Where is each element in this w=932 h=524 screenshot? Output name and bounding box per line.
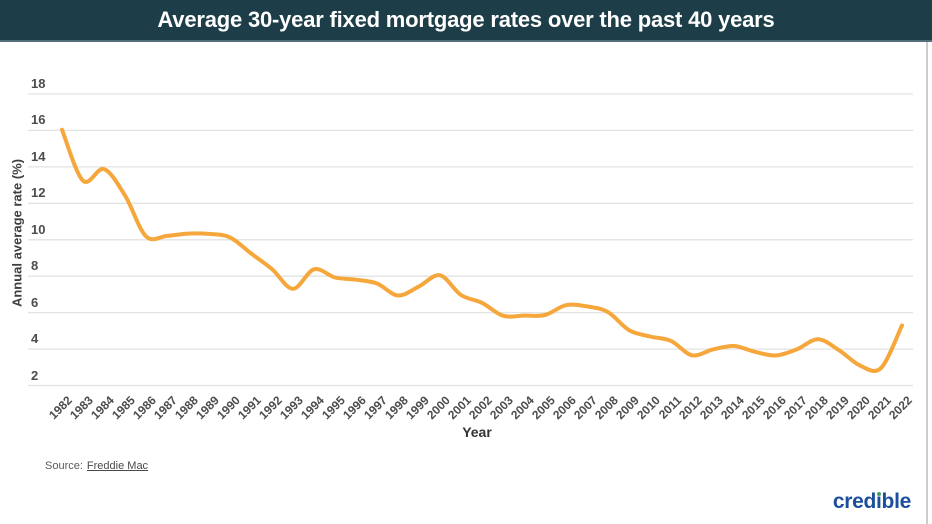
rate-line <box>60 127 904 373</box>
y-tick-label: 10 <box>31 222 46 237</box>
y-tick-label: 6 <box>31 295 39 310</box>
source-note: Source: Freddie Mac <box>45 460 148 472</box>
gridlines <box>28 93 913 387</box>
source-link[interactable]: Freddie Mac <box>86 460 149 472</box>
y-tick-label: 18 <box>31 76 46 91</box>
chart-title-banner: Average 30-year fixed mortgage rates ove… <box>0 0 932 42</box>
y-tick-label: 2 <box>31 368 39 383</box>
x-axis-title: Year <box>462 424 492 440</box>
y-tick-label: 4 <box>31 331 39 346</box>
logo-i-letter: ı <box>876 490 882 513</box>
chart-title: Average 30-year fixed mortgage rates ove… <box>157 7 775 32</box>
y-tick-label: 14 <box>31 149 46 164</box>
source-prefix: Source: <box>45 460 83 472</box>
y-tick-label: 12 <box>31 185 46 200</box>
y-tick-label: 16 <box>31 112 46 127</box>
logo-green-dot <box>876 492 881 496</box>
credible-logo: credı ble <box>832 490 911 513</box>
y-tick-label: 8 <box>31 258 39 273</box>
right-border-line <box>926 42 928 524</box>
